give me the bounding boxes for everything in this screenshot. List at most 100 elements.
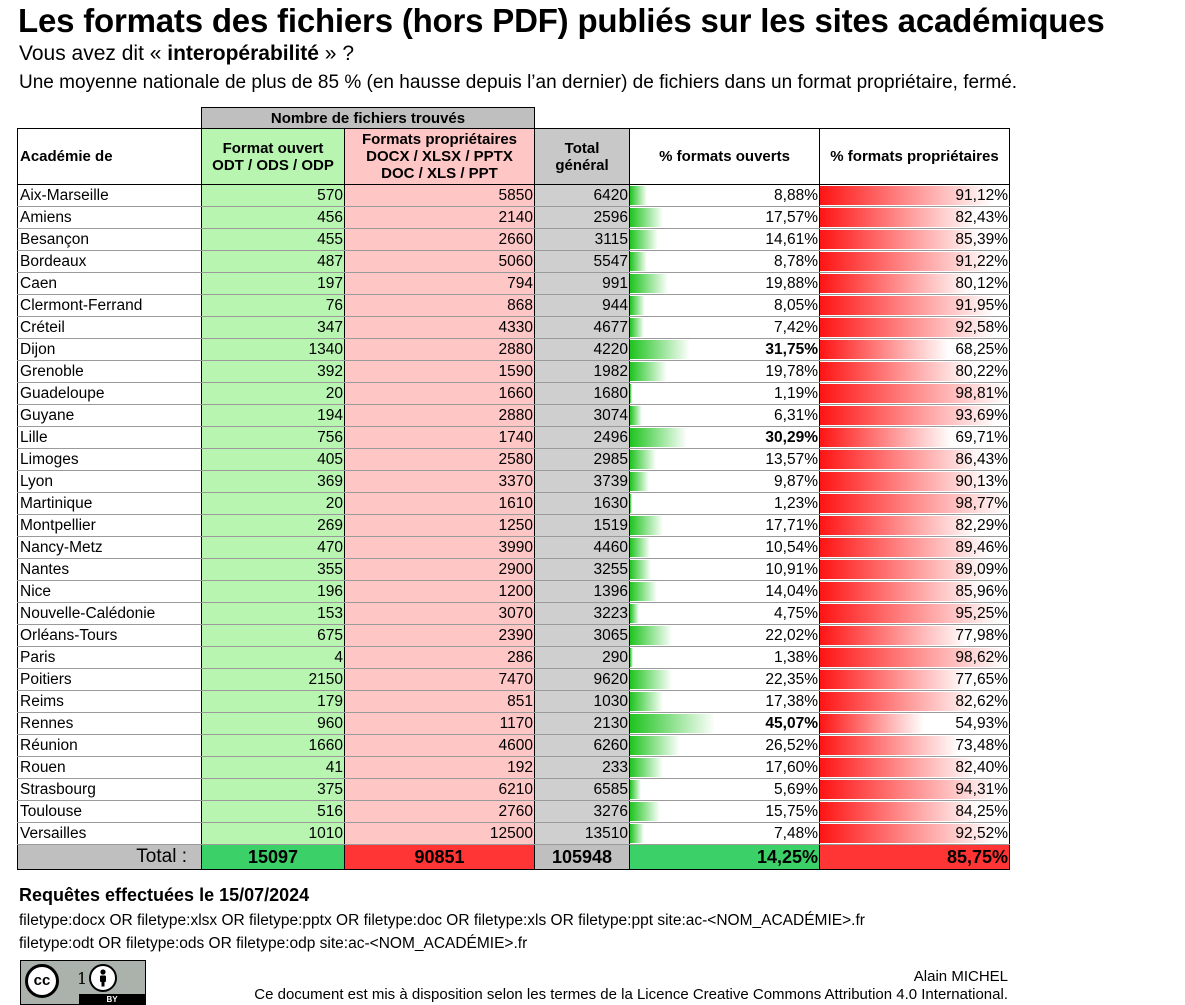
academie-name: Paris [17,646,202,669]
open-count: 4 [201,646,345,669]
open-count: 197 [201,272,345,295]
pct-prop-cell: 77,98% [819,624,1010,647]
table-row: Rennes 960 1170 2130 45,07% 54,93% [17,712,1010,735]
pct-prop-bar [820,560,989,579]
prop-count: 2390 [344,624,535,647]
pct-prop-bar [820,186,993,205]
total-count: 2596 [534,206,630,229]
pct-open-cell: 10,54% [629,536,820,559]
total-count: 3276 [534,800,630,823]
academie-name: Amiens [17,206,202,229]
table-row: Paris 4 286 290 1,38% 98,62% [17,646,1010,669]
pct-open-bar [630,802,660,821]
prop-count: 868 [344,294,535,317]
total-count: 4460 [534,536,630,559]
pct-prop-bar [820,516,976,535]
pct-prop-cell: 91,12% [819,184,1010,207]
pct-open-bar [630,340,690,359]
pct-open-value: 8,78% [774,253,818,270]
pct-prop-bar [820,494,1007,513]
pct-open-value: 15,75% [765,803,818,820]
person-icon [100,969,106,987]
pct-open-cell: 1,38% [629,646,820,669]
academie-name: Guadeloupe [17,382,202,405]
pct-open-cell: 19,78% [629,360,820,383]
col-header-prop: Formats propriétaires DOCX / XLSX / PPTX… [344,128,535,185]
pct-open-bar [630,560,651,579]
col-header-pct-open: % formats ouverts [629,128,820,185]
pct-open-value: 10,91% [765,561,818,578]
pct-open-cell: 8,88% [629,184,820,207]
col-header-prop-line1: Formats propriétaires [361,131,518,148]
prop-count: 5060 [344,250,535,273]
prop-count: 1250 [344,514,535,537]
total-count: 1982 [534,360,630,383]
total-count: 290 [534,646,630,669]
pct-prop-bar [820,384,1007,403]
pct-open-value: 45,07% [765,715,818,732]
open-count: 2150 [201,668,345,691]
pct-open-value: 17,71% [765,517,818,534]
academie-name: Limoges [17,448,202,471]
pct-open-cell: 7,48% [629,822,820,845]
pct-prop-value: 68,25% [955,341,1008,358]
pct-open-cell: 10,91% [629,558,820,581]
open-count: 570 [201,184,345,207]
header-spacer [820,108,1010,129]
pct-prop-cell: 95,25% [819,602,1010,625]
subtitle-keyword: interopérabilité [167,42,319,65]
table-row: Limoges 405 2580 2985 13,57% 86,43% [17,448,1010,471]
pct-prop-cell: 80,22% [819,360,1010,383]
formats-table: Nombre de fichiers trouvés Académie de F… [17,107,1010,870]
academie-name: Grenoble [17,360,202,383]
pct-prop-value: 73,48% [955,737,1008,754]
total-count: 1519 [534,514,630,537]
prop-count: 2900 [344,558,535,581]
pct-prop-value: 91,12% [955,187,1008,204]
pct-open-bar [630,582,657,601]
prop-count: 3990 [344,536,535,559]
open-count: 1660 [201,734,345,757]
pct-open-bar [630,450,656,469]
pct-prop-bar [820,428,952,447]
total-count: 1396 [534,580,630,603]
total-count: 6260 [534,734,630,757]
open-count: 355 [201,558,345,581]
pct-prop-bar [820,340,949,359]
pct-open-bar [630,670,673,689]
table-row: Dijon 1340 2880 4220 31,75% 68,25% [17,338,1010,361]
pct-prop-bar [820,230,982,249]
total-count: 2985 [534,448,630,471]
academie-name: Versailles [17,822,202,845]
total-count: 4677 [534,316,630,339]
pct-prop-value: 90,13% [955,473,1008,490]
total-count: 6420 [534,184,630,207]
queries-title: Requêtes effectuées le 15/07/2024 [19,885,310,905]
open-count: 1010 [201,822,345,845]
pct-prop-value: 54,93% [955,715,1008,732]
pct-prop-value: 82,43% [955,209,1008,226]
pct-prop-cell: 91,22% [819,250,1010,273]
pct-prop-bar [820,802,980,821]
open-count: 196 [201,580,345,603]
pct-prop-bar [820,714,924,733]
prop-count: 2880 [344,404,535,427]
open-count: 1340 [201,338,345,361]
pct-open-cell: 17,57% [629,206,820,229]
pct-prop-value: 89,09% [955,561,1008,578]
academie-name: Lyon [17,470,202,493]
pct-prop-value: 98,77% [955,495,1008,512]
table-row: Réunion 1660 4600 6260 26,52% 73,48% [17,734,1010,757]
pct-open-value: 26,52% [765,737,818,754]
total-count: 1630 [534,492,630,515]
col-header-prop-line3: DOC / XLS / PPT [381,165,498,182]
table-row: Guadeloupe 20 1660 1680 1,19% 98,81% [17,382,1010,405]
table-row: Orléans-Tours 675 2390 3065 22,02% 77,98% [17,624,1010,647]
open-count: 20 [201,382,345,405]
pct-prop-value: 82,40% [955,759,1008,776]
pct-open-cell: 7,42% [629,316,820,339]
academie-name: Aix-Marseille [17,184,202,207]
pct-open-value: 14,61% [765,231,818,248]
pct-open-cell: 26,52% [629,734,820,757]
pct-open-cell: 5,69% [629,778,820,801]
